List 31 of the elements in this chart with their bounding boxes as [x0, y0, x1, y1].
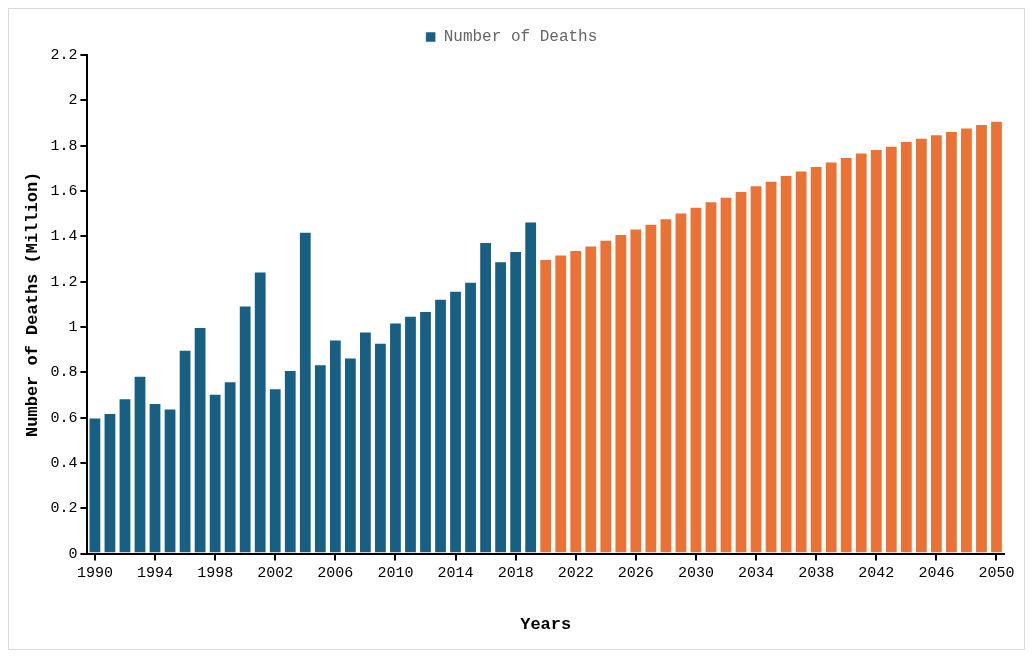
x-tick-label: 2022 [557, 564, 594, 582]
x-tick-label: 1994 [137, 564, 174, 582]
x-tick-label: 2026 [617, 564, 654, 582]
y-tick-label: 1.6 [50, 182, 78, 200]
y-tick-label: 1 [68, 318, 78, 336]
y-tick-label: 1.2 [50, 273, 78, 291]
x-tick-label: 1998 [197, 564, 234, 582]
x-tick-label: 1990 [76, 564, 113, 582]
y-tick-label: 0.6 [50, 409, 78, 427]
x-tick-label: 2006 [317, 564, 354, 582]
x-tick-label: 2010 [377, 564, 414, 582]
y-tick-label: 0.4 [50, 454, 78, 472]
y-tick-label: 2.2 [50, 46, 78, 64]
x-tick-label: 2050 [978, 564, 1015, 582]
x-tick-label: 2002 [257, 564, 294, 582]
x-tick-label: 2014 [437, 564, 474, 582]
y-tick-label: 1.8 [50, 137, 78, 155]
x-tick-label: 2046 [918, 564, 955, 582]
y-tick-label: 1.4 [50, 228, 78, 246]
x-tick-label: 2030 [677, 564, 714, 582]
x-tick-label: 2034 [738, 564, 775, 582]
y-tick-label: 2 [68, 92, 78, 110]
x-axis-title: Years [520, 615, 572, 635]
y-tick-label: 0.8 [50, 364, 78, 382]
legend-label: Number of Deaths [443, 28, 598, 47]
x-tick-label: 2018 [497, 564, 534, 582]
y-tick-label: 0.2 [50, 500, 78, 518]
x-tick-label: 2042 [858, 564, 895, 582]
x-tick-label: 2038 [798, 564, 835, 582]
y-tick-label: 0 [68, 545, 78, 563]
y-axis-title: Number of Deaths (Million) [23, 171, 43, 437]
